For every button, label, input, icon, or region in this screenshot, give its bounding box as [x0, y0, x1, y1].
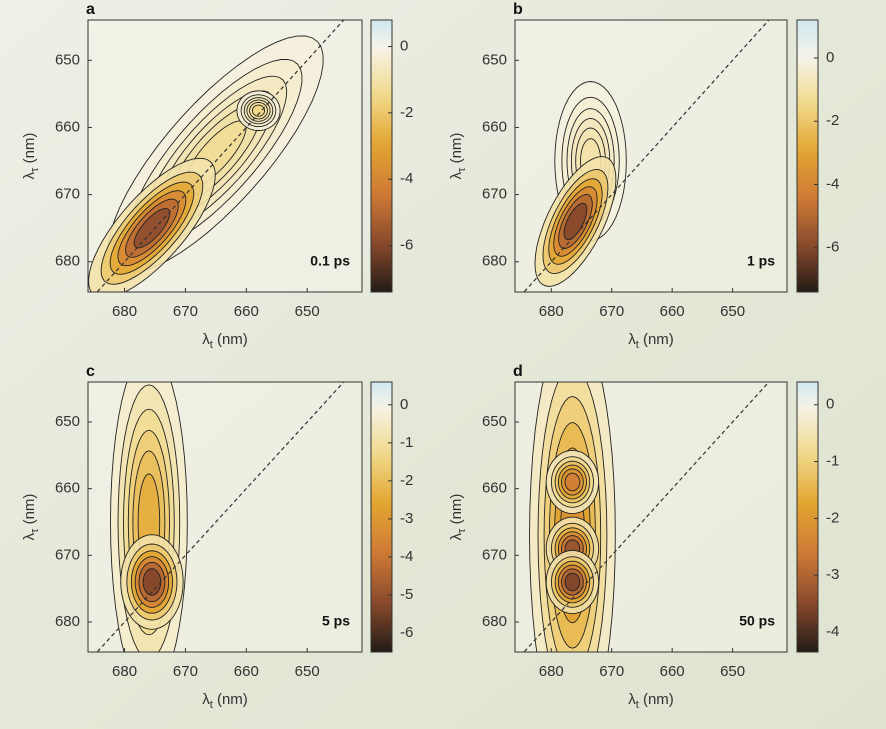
- y-tick-label: 660: [55, 118, 80, 135]
- colorbar-tick-label: 0: [400, 396, 408, 413]
- colorbar-tick-label: -2: [826, 112, 839, 129]
- contour: [251, 104, 266, 117]
- contour: [142, 568, 162, 596]
- y-tick-label: 650: [482, 51, 507, 68]
- x-tick-label: 680: [112, 663, 137, 680]
- y-tick-label: 680: [482, 613, 507, 630]
- colorbar-tick-label: -6: [400, 624, 413, 641]
- colorbar-tick-label: -2: [400, 472, 413, 489]
- x-tick-label: 670: [599, 663, 624, 680]
- y-tick-label: 650: [482, 413, 507, 430]
- x-tick-label: 680: [539, 303, 564, 320]
- contour: [564, 572, 581, 592]
- y-tick-label: 670: [55, 546, 80, 563]
- y-tick-label: 650: [55, 413, 80, 430]
- colorbar-tick-label: 0: [826, 396, 834, 413]
- colorbar-tick-label: -4: [400, 548, 413, 565]
- plot-frame: [514, 381, 788, 653]
- y-tick-label: 680: [55, 613, 80, 630]
- x-tick-label: 650: [295, 303, 320, 320]
- panel-letter: b: [513, 1, 523, 18]
- diagonal: [96, 20, 345, 292]
- annotation: 0.1 ps: [310, 253, 350, 269]
- colorbar-tick-label: -3: [400, 510, 413, 527]
- plot-frame: [514, 19, 788, 293]
- colorbar-tick-label: -3: [826, 566, 839, 583]
- plot-frame: [87, 381, 363, 653]
- axis-label: λt (nm): [628, 331, 674, 351]
- y-tick-label: 670: [55, 186, 80, 203]
- contour-map: [523, 20, 770, 292]
- contour-map: [96, 382, 345, 652]
- x-tick-label: 660: [660, 663, 685, 680]
- axis-label: λτ (nm): [21, 133, 41, 180]
- colorbar-tick-label: -6: [400, 237, 413, 254]
- annotation: 50 ps: [739, 613, 775, 629]
- x-tick-label: 670: [173, 663, 198, 680]
- axis-label: λτ (nm): [448, 494, 468, 541]
- diagonal: [523, 20, 770, 292]
- x-tick-label: 670: [173, 303, 198, 320]
- colorbar-tick-label: -4: [826, 623, 839, 640]
- y-tick-label: 650: [55, 51, 80, 68]
- colorbar: [796, 19, 819, 293]
- contour: [133, 208, 171, 249]
- diagonal: [96, 382, 345, 652]
- x-tick-label: 650: [295, 663, 320, 680]
- annotation: 1 ps: [747, 253, 775, 269]
- axis-label: λτ (nm): [21, 494, 41, 541]
- colorbar-tick-label: -1: [826, 453, 839, 470]
- colorbar-tick-label: -5: [400, 586, 413, 603]
- diagonal: [523, 382, 770, 652]
- colorbar-tick-label: -2: [826, 509, 839, 526]
- colorbar-tick-label: 0: [400, 38, 408, 55]
- panel-letter: c: [86, 363, 95, 380]
- y-tick-label: 680: [482, 253, 507, 270]
- colorbar: [796, 381, 819, 653]
- panel-letter: d: [513, 363, 523, 380]
- panel-letter: a: [86, 1, 95, 18]
- axis-label: λt (nm): [202, 331, 248, 351]
- y-tick-label: 670: [482, 186, 507, 203]
- x-tick-label: 660: [234, 303, 259, 320]
- x-tick-label: 660: [660, 303, 685, 320]
- plot-frame: [87, 19, 363, 293]
- x-tick-label: 650: [720, 303, 745, 320]
- y-tick-label: 670: [482, 546, 507, 563]
- colorbar-tick-label: -4: [826, 175, 839, 192]
- axis-label: λτ (nm): [448, 133, 468, 180]
- colorbar-tick-label: -2: [400, 104, 413, 121]
- x-tick-label: 680: [112, 303, 137, 320]
- x-tick-label: 680: [539, 663, 564, 680]
- x-tick-label: 660: [234, 663, 259, 680]
- x-tick-label: 670: [599, 303, 624, 320]
- y-tick-label: 660: [482, 118, 507, 135]
- colorbar: [370, 381, 393, 653]
- annotation: 5 ps: [322, 613, 350, 629]
- y-tick-label: 660: [482, 480, 507, 497]
- colorbar: [370, 19, 393, 293]
- colorbar-tick-label: -4: [400, 170, 413, 187]
- x-tick-label: 650: [720, 663, 745, 680]
- contour: [564, 472, 581, 492]
- colorbar-tick-label: 0: [826, 49, 834, 66]
- colorbar-tick-label: -1: [400, 434, 413, 451]
- axis-label: λt (nm): [202, 691, 248, 711]
- y-tick-label: 680: [55, 253, 80, 270]
- contour-map: [523, 382, 770, 652]
- contour-map: [88, 20, 345, 292]
- y-tick-label: 660: [55, 480, 80, 497]
- axis-label: λt (nm): [628, 691, 674, 711]
- colorbar-tick-label: -6: [826, 239, 839, 256]
